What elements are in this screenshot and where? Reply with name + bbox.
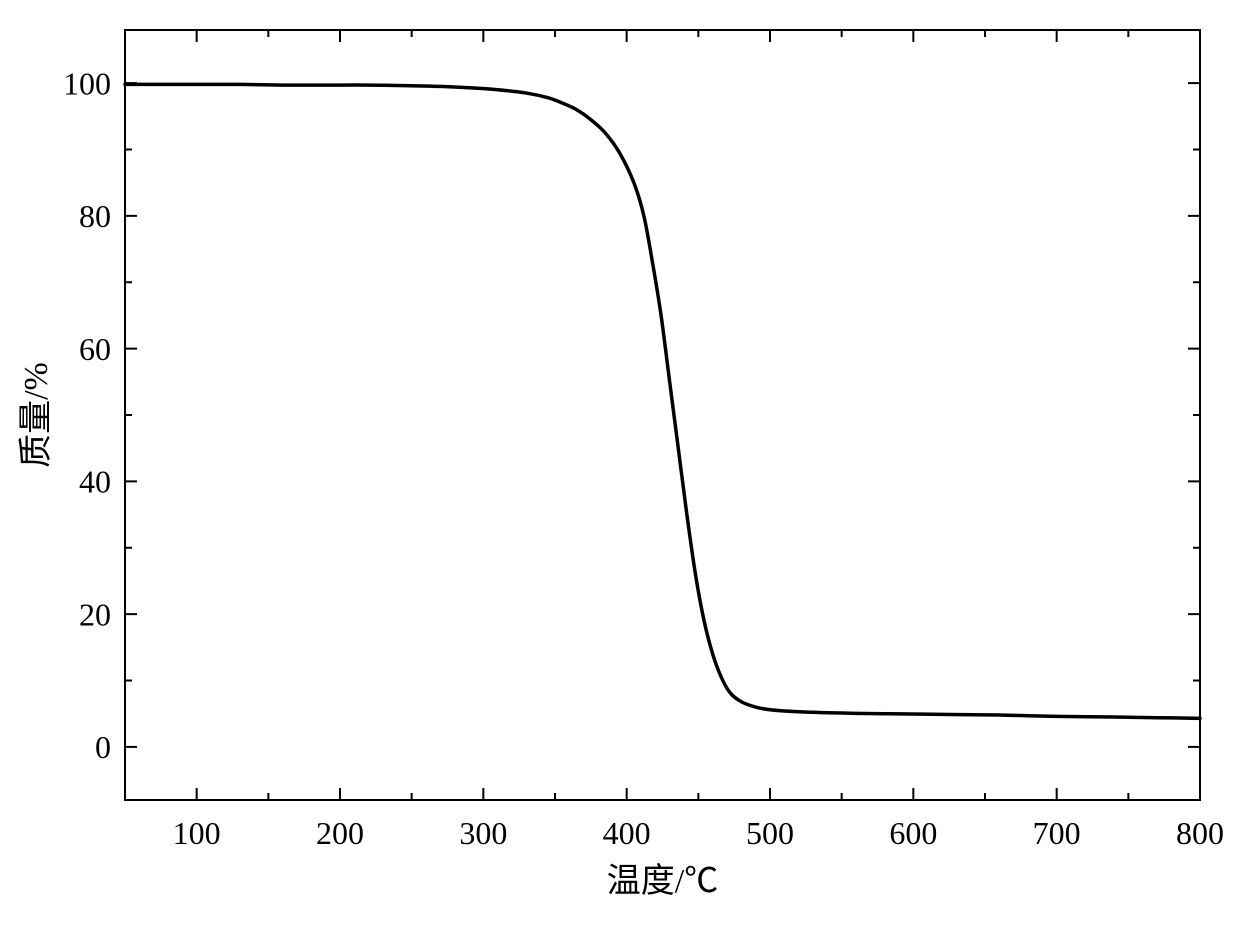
y-tick-label: 100 bbox=[63, 65, 111, 101]
y-tick-label: 60 bbox=[79, 331, 111, 367]
y-tick-label: 20 bbox=[79, 596, 111, 632]
y-axis-label: 质量/% bbox=[18, 362, 55, 468]
plot-frame bbox=[125, 30, 1200, 800]
x-tick-label: 500 bbox=[746, 815, 794, 851]
chart-svg: 100 200 300 400 500 600 700 800 0 20 40 60 80 100 温度/℃… bbox=[0, 0, 1240, 930]
y-tick-label: 40 bbox=[79, 464, 111, 500]
x-tick-label: 200 bbox=[316, 815, 364, 851]
x-tick-label: 700 bbox=[1033, 815, 1081, 851]
x-tick-label: 300 bbox=[459, 815, 507, 851]
y-tick-label: 80 bbox=[79, 198, 111, 234]
tga-curve bbox=[125, 84, 1200, 718]
x-tick-label: 400 bbox=[603, 815, 651, 851]
x-tick-label: 100 bbox=[173, 815, 221, 851]
tga-chart: 100 200 300 400 500 600 700 800 0 20 40 60 80 100 温度/℃… bbox=[0, 0, 1240, 930]
y-tick-label: 0 bbox=[95, 729, 111, 765]
x-axis-label: 温度/℃ bbox=[607, 862, 718, 900]
x-tick-label: 800 bbox=[1176, 815, 1224, 851]
x-tick-label: 600 bbox=[889, 815, 937, 851]
